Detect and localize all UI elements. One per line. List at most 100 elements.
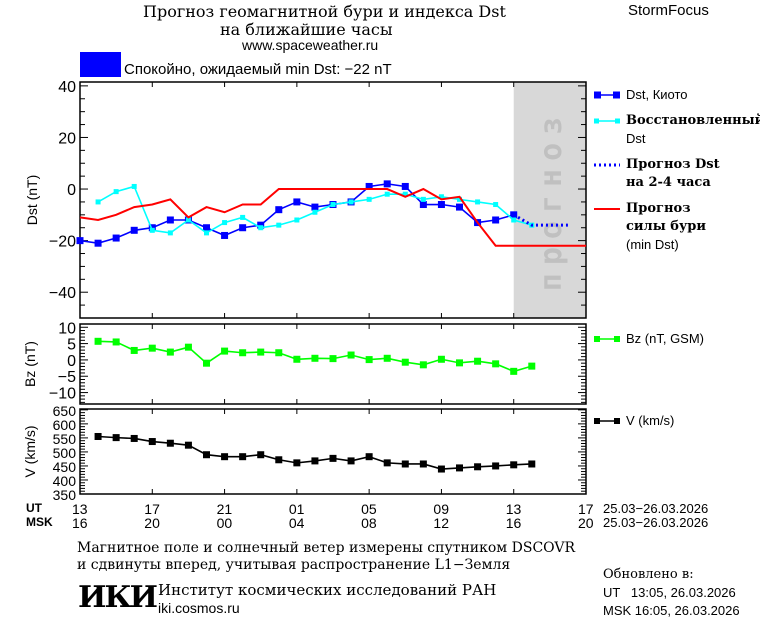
footer-note-1: Магнитное поле и солнечный ветер измерен… [77,540,576,556]
series-3 [79,187,586,247]
legend-storm-3: (min Dst) [626,237,679,252]
data-point [149,227,155,233]
data-point [257,451,265,459]
data-point [419,361,427,369]
data-point [239,453,247,461]
data-point [203,359,210,367]
iki-logo: ИКИ [78,580,158,615]
y-tick-label: 0 [67,182,76,199]
legend-kyoto: Dst, Киото [626,87,688,102]
data-point [347,457,355,465]
data-point [492,216,500,224]
msk-tick-label: 00 [216,515,233,531]
status-text: Спокойно, ожидаемый min Dst: −22 nT [124,61,392,78]
data-point [366,196,372,202]
data-point [511,217,517,223]
data-point [276,222,282,228]
ut-label: UT [26,501,42,515]
legend-marker [613,91,620,99]
data-point [258,225,264,231]
legend-marker [615,118,620,124]
data-point [528,362,536,370]
legend-marker [594,418,600,424]
series-2 [512,213,568,227]
data-point [474,357,482,365]
data-point [94,239,102,247]
data-point [293,198,301,206]
data-point [510,461,518,469]
data-point [184,343,192,351]
data-point [457,196,462,202]
ut-tick-label: 05 [361,501,377,517]
data-point [95,199,101,205]
data-point [474,463,482,471]
data-point [420,196,426,202]
data-point [112,338,120,346]
data-point [275,456,283,464]
data-point [294,217,300,223]
msk-label: MSK [26,515,53,529]
data-point [311,354,319,362]
data-point [203,224,210,232]
legend-marker [594,91,601,99]
series-0 [76,180,518,247]
data-point [221,347,229,355]
data-point [94,432,102,440]
data-point [113,189,119,195]
y-tick-label: 500 [53,445,77,461]
data-point [130,226,138,234]
brand-name: StormFocus [628,2,709,19]
status-color-box [80,52,121,77]
y-tick-label: 600 [53,417,77,433]
updated-ut: UT 13:05, 26.03.2026 [603,585,736,600]
y-tick-label: 400 [53,473,77,489]
series-1 [95,183,535,236]
data-point [493,202,499,208]
y-axis-label: Bz (nT) [22,341,38,387]
ut-tick-label: 09 [433,501,449,517]
data-point [94,337,102,345]
data-point [221,231,229,239]
series-line [79,187,586,247]
site-url[interactable]: www.spaceweather.ru [242,37,379,53]
msk-tick-label: 16 [505,515,522,531]
data-point [239,349,247,357]
series-line [512,213,568,227]
forecast-region [513,82,586,318]
data-point [148,344,156,352]
data-point [383,459,391,467]
institute-url[interactable]: iki.cosmos.ru [158,600,240,616]
chart-subtitle: на ближайшие часы [220,20,393,39]
series-10 [94,337,536,375]
data-point [419,460,427,468]
y-tick-label: 40 [58,79,76,96]
series-20 [94,432,536,473]
data-point [130,434,138,442]
data-point [419,201,427,209]
y-tick-label: 10 [58,320,76,337]
data-point [311,203,319,211]
panel-frame [79,323,587,405]
data-point [401,358,409,366]
data-point [437,355,445,363]
data-point [167,230,173,236]
data-point [131,183,137,189]
data-point [348,199,354,205]
legend-forecast-2: на 2-4 часа [626,175,711,190]
data-point [437,201,445,209]
data-point [347,351,355,359]
data-point [166,439,174,447]
data-point [365,453,373,461]
data-point [222,220,228,226]
data-point [203,451,210,459]
data-point [293,459,301,467]
y-axis-label: Dst (nT) [24,175,40,226]
data-point [456,203,463,211]
data-point [492,360,500,368]
forecast-watermark: прогноз [534,109,569,291]
msk-tick-label: 04 [288,515,305,531]
ut-date-range: 25.03−26.03.2026 [603,501,709,516]
data-point [510,367,518,375]
data-point [492,462,500,470]
